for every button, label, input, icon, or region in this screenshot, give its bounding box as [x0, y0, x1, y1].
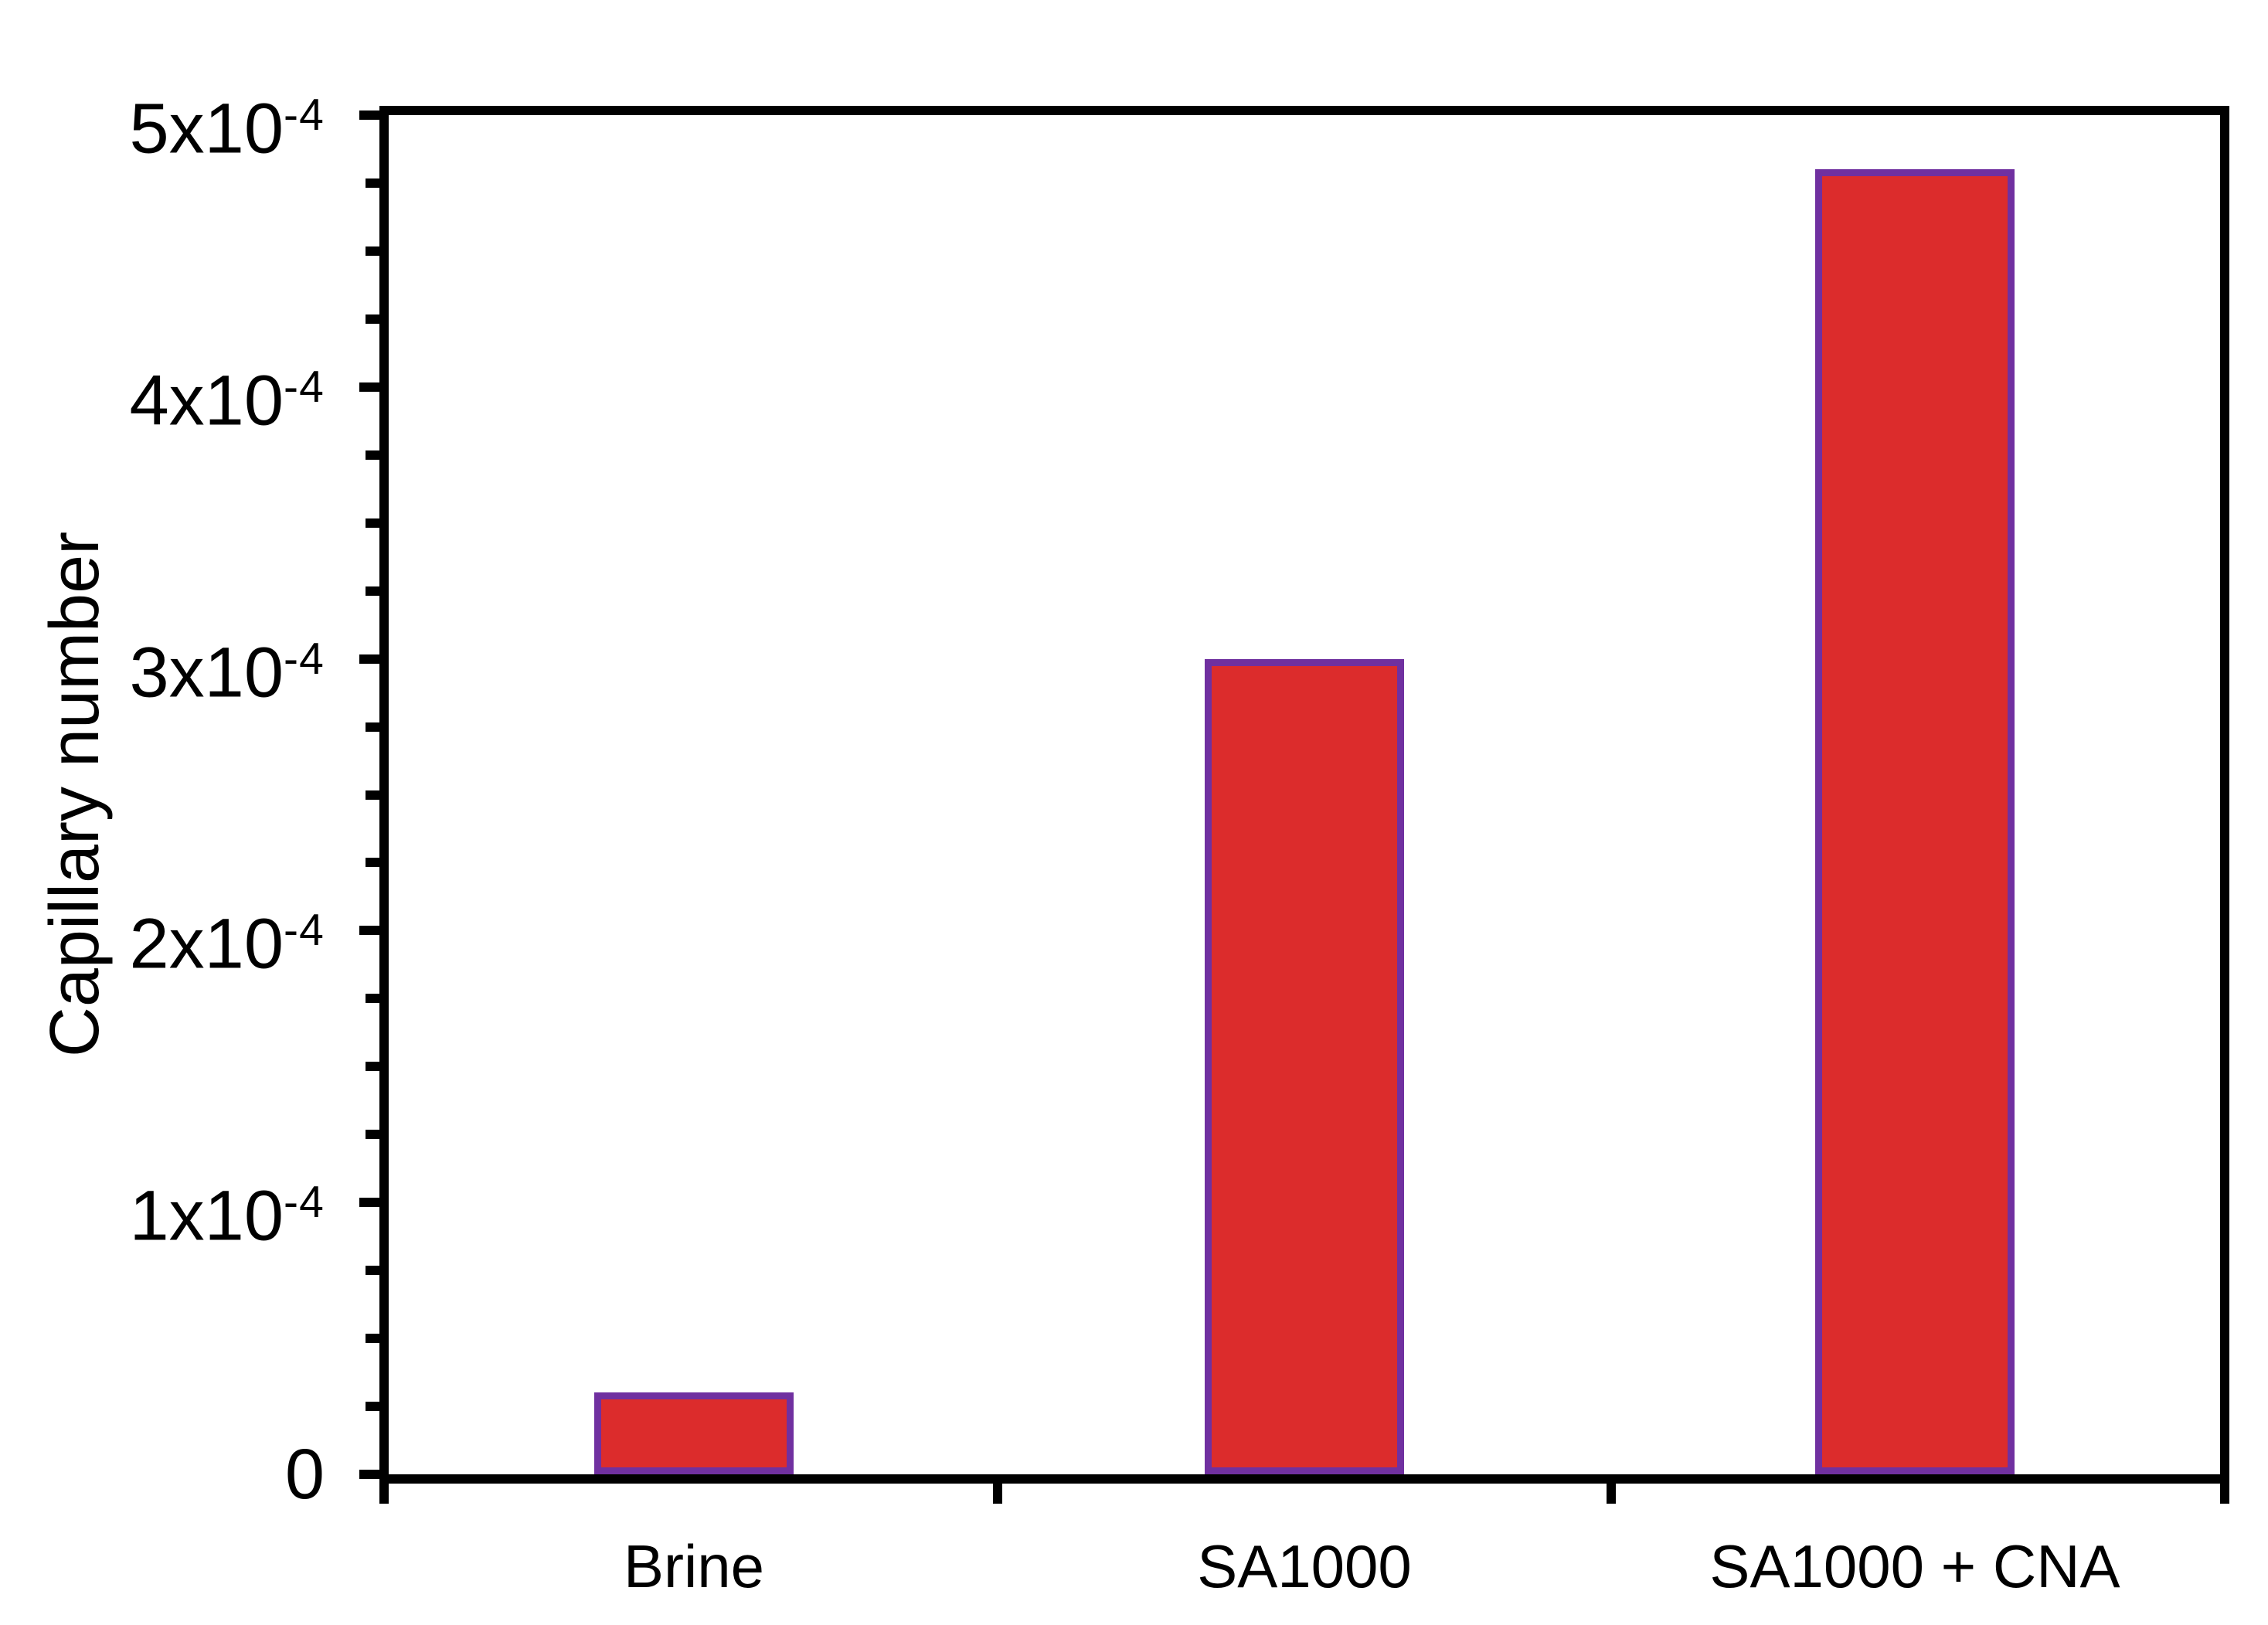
y-tick-exponent: -4 — [284, 1178, 325, 1228]
x-axis-tick — [2220, 1484, 2229, 1504]
y-tick-label: 3x10-4 — [129, 633, 325, 712]
bar-sa1000 — [1205, 659, 1404, 1474]
y-minor-tick — [366, 1266, 379, 1276]
y-tick-label: 2x10-4 — [129, 905, 325, 984]
y-tick-label: 0 — [284, 1435, 325, 1514]
y-minor-tick — [366, 1334, 379, 1344]
y-minor-tick — [366, 1402, 379, 1412]
y-tick-exponent: -4 — [284, 362, 325, 412]
y-minor-tick — [366, 586, 379, 596]
y-major-tick — [359, 1198, 379, 1208]
y-tick-exponent: -4 — [284, 90, 325, 140]
y-major-tick — [359, 382, 379, 392]
y-minor-tick — [366, 1062, 379, 1072]
y-major-tick — [359, 926, 379, 936]
y-tick-exponent: -4 — [284, 634, 325, 684]
y-minor-tick — [366, 790, 379, 800]
y-minor-tick — [366, 178, 379, 188]
y-minor-tick — [366, 450, 379, 460]
y-minor-tick — [366, 722, 379, 732]
bar-sa1000-cna — [1815, 169, 2015, 1474]
x-axis-tick — [379, 1484, 389, 1504]
y-minor-tick — [366, 246, 379, 256]
y-minor-tick — [366, 1130, 379, 1140]
y-major-tick — [359, 654, 379, 664]
y-minor-tick — [366, 314, 379, 324]
y-tick-exponent: -4 — [284, 906, 325, 956]
y-minor-tick — [366, 518, 379, 528]
y-axis-title: Capillary number — [36, 531, 114, 1058]
category-label: Brine — [623, 1532, 765, 1600]
y-tick-label: 4x10-4 — [129, 361, 325, 440]
plot-area-frame — [379, 106, 2229, 1484]
y-minor-tick — [366, 858, 379, 868]
bar-brine — [594, 1392, 794, 1474]
y-tick-label: 5x10-4 — [129, 89, 325, 168]
category-label: SA1000 + CNA — [1709, 1532, 2120, 1600]
y-minor-tick — [366, 994, 379, 1004]
y-major-tick — [359, 110, 379, 120]
category-label: SA1000 — [1197, 1532, 1412, 1600]
x-axis-tick — [1607, 1484, 1616, 1504]
x-axis-tick — [993, 1484, 1002, 1504]
y-major-tick — [359, 1470, 379, 1479]
y-tick-label: 1x10-4 — [129, 1176, 325, 1256]
